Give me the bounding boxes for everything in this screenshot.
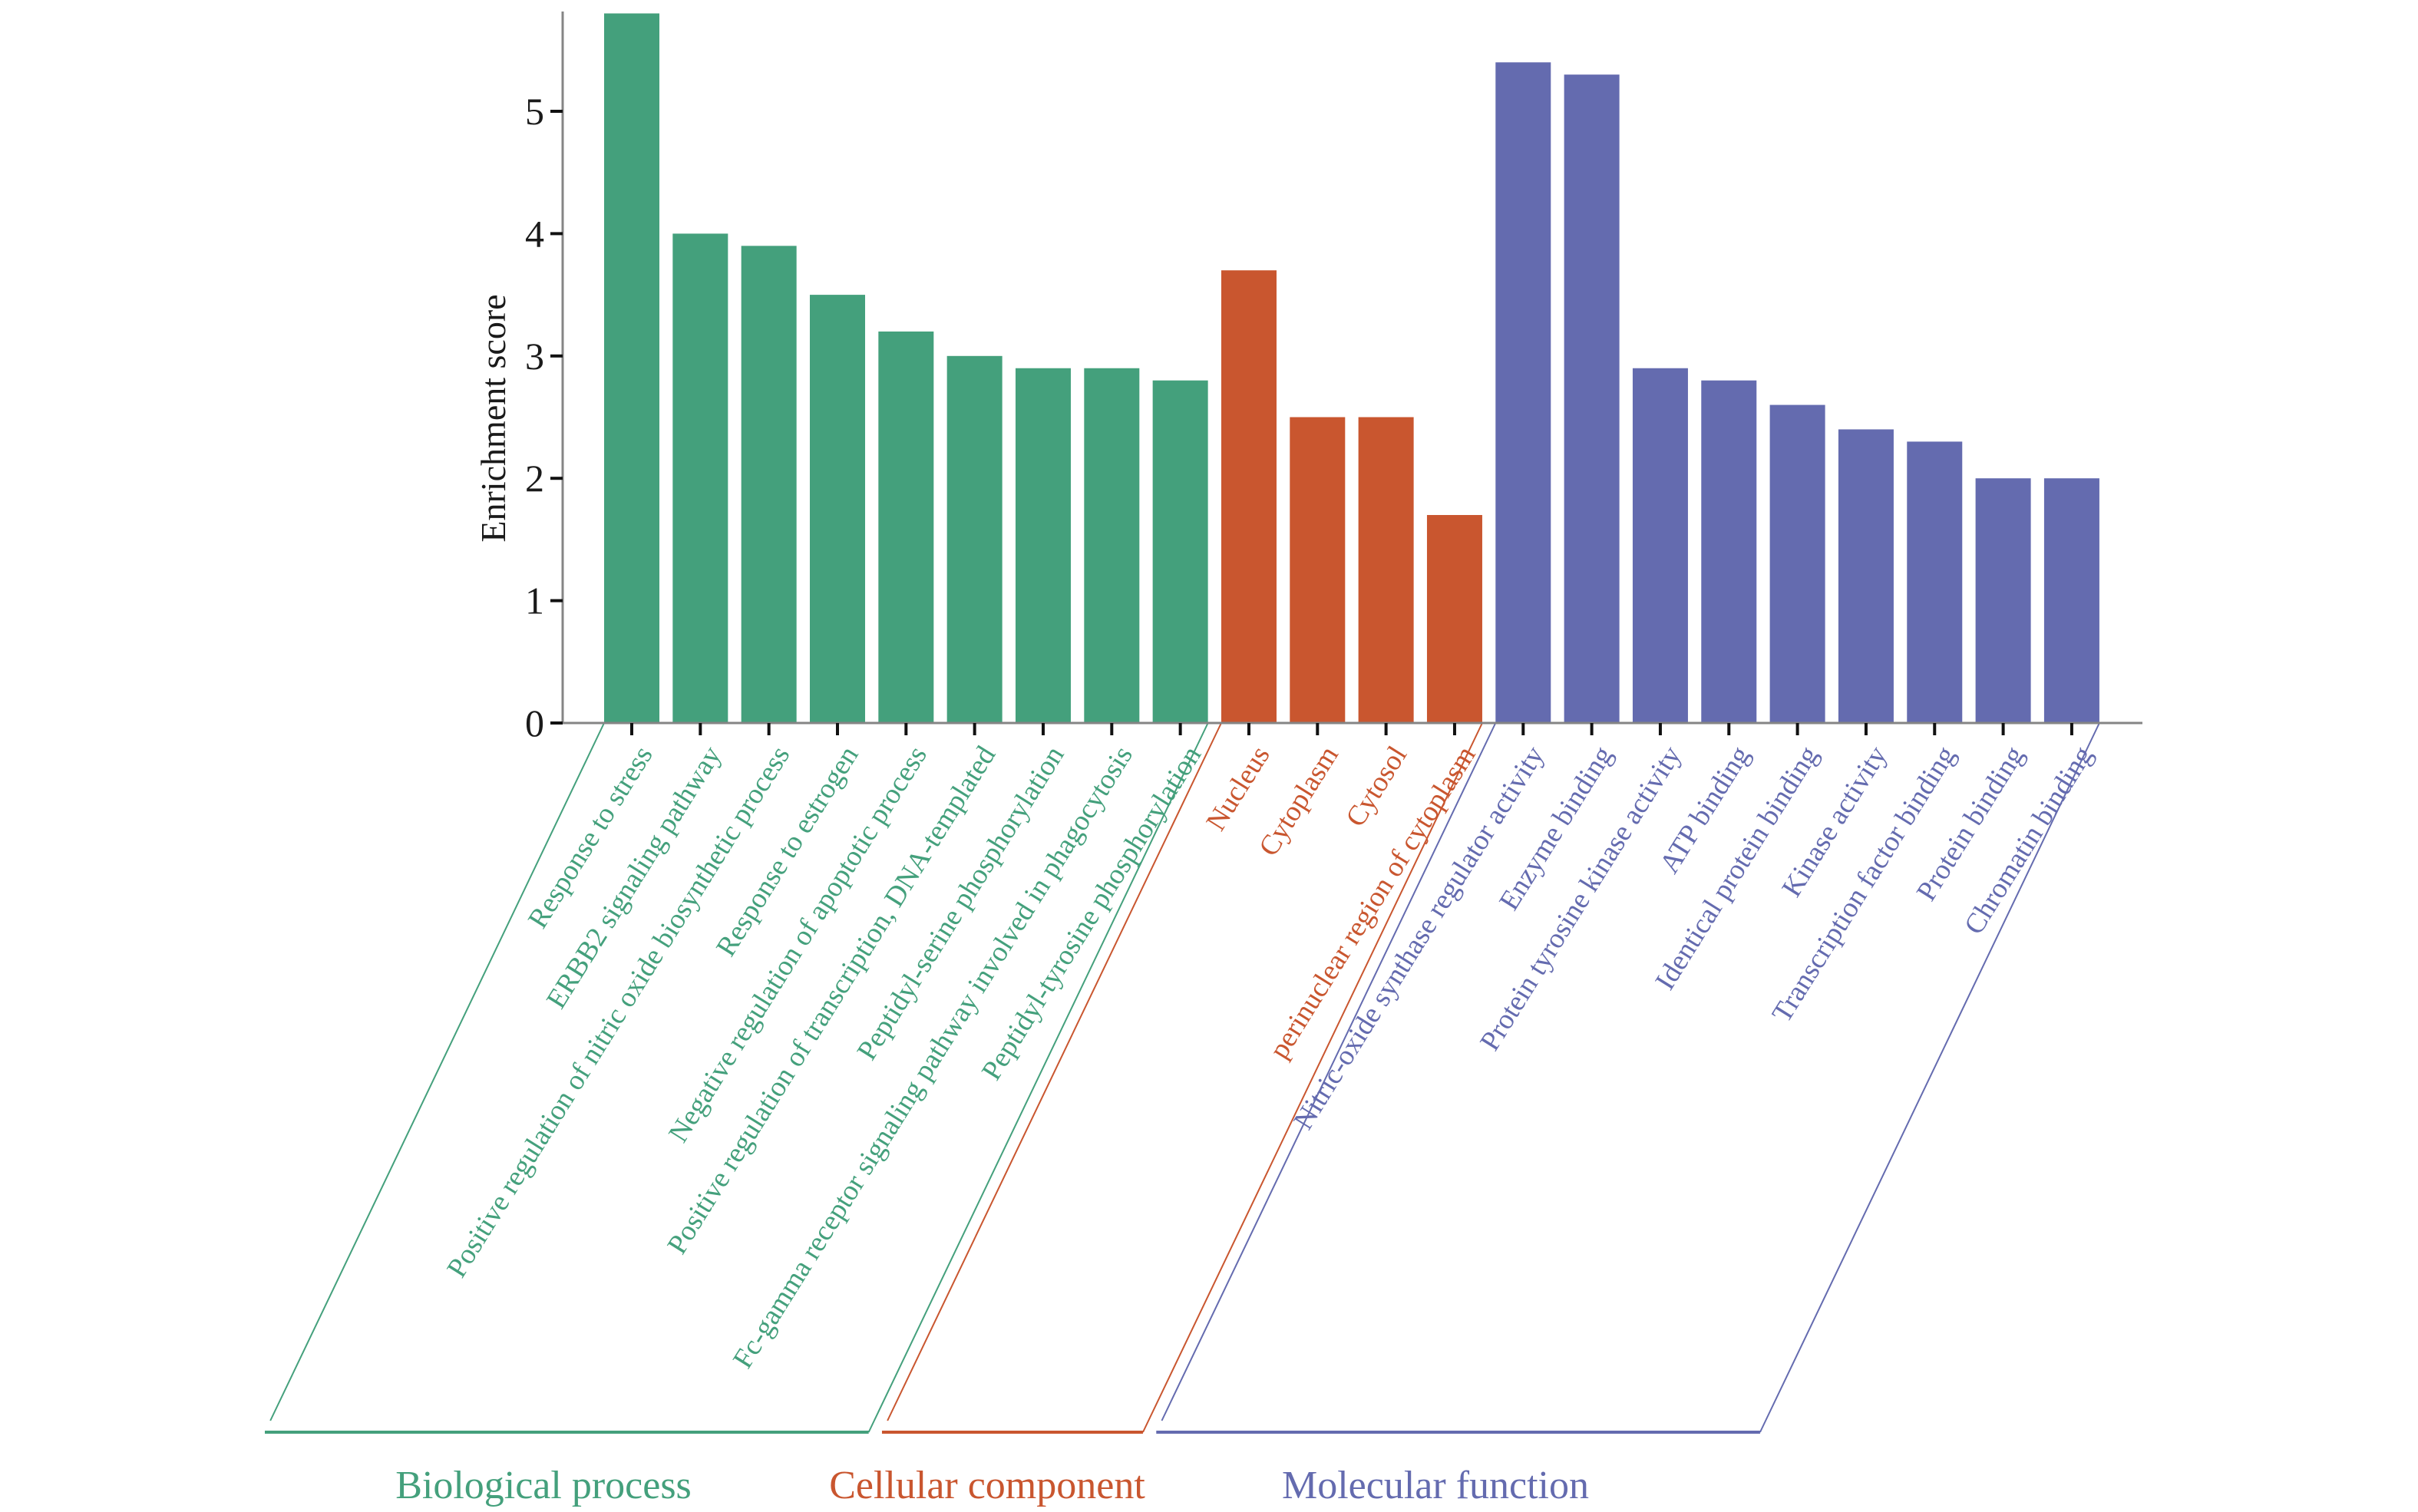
bar — [1152, 380, 1208, 723]
bar — [1015, 368, 1071, 723]
bar — [1838, 429, 1894, 723]
bar — [741, 246, 797, 724]
bar — [1084, 368, 1140, 723]
y-tick-label: 0 — [525, 702, 544, 744]
x-ticks-layer — [630, 723, 2073, 735]
y-tick-label: 3 — [525, 335, 544, 378]
bar — [809, 295, 865, 724]
bar — [604, 13, 659, 724]
bar — [1907, 441, 1963, 723]
y-axis-title: Enrichment score — [474, 294, 513, 542]
group-bracket-right — [1759, 722, 2100, 1433]
bar — [1221, 270, 1277, 724]
y-tick-label: 5 — [525, 90, 544, 133]
bar — [1426, 515, 1482, 723]
bar — [946, 355, 1003, 723]
group-bracket-left — [1161, 722, 1497, 1421]
axes-layer — [561, 12, 2142, 725]
group-bracket-right — [867, 722, 1209, 1433]
category-label: Nucleus — [1201, 741, 1277, 837]
y-tick-label: 2 — [525, 457, 544, 500]
bar — [1290, 417, 1346, 723]
group-brackets-layer — [265, 722, 2100, 1434]
group-labels-layer: Biological process Cellular component Mole… — [395, 1464, 1589, 1507]
category-label: Chromatin binding — [1958, 741, 2099, 940]
group-label: Cellular component — [829, 1464, 1145, 1507]
category-label: Response to stress — [522, 741, 659, 934]
bar — [1769, 404, 1825, 723]
bar — [878, 331, 934, 723]
group-label: Molecular function — [1282, 1464, 1589, 1507]
bar — [1632, 368, 1688, 723]
group-bracket-right — [1142, 722, 1483, 1433]
y-tick-label: 1 — [525, 579, 544, 622]
group-bracket-left — [887, 722, 1222, 1421]
bar — [2043, 478, 2099, 723]
bar — [1975, 478, 2031, 723]
bar — [1701, 380, 1757, 723]
y-ticks-layer: 0 1 2 3 4 5 — [525, 90, 563, 744]
category-label: Negative regulation of apoptotic process — [662, 741, 933, 1148]
group-label: Biological process — [395, 1464, 692, 1507]
bar — [672, 233, 728, 723]
bar — [1495, 62, 1551, 724]
bars-layer — [604, 13, 2099, 724]
group-bracket-left — [269, 722, 605, 1421]
bar — [1564, 74, 1620, 724]
y-tick-label: 4 — [525, 212, 544, 255]
bar — [1358, 417, 1414, 723]
category-label: Cytosol — [1339, 741, 1413, 832]
